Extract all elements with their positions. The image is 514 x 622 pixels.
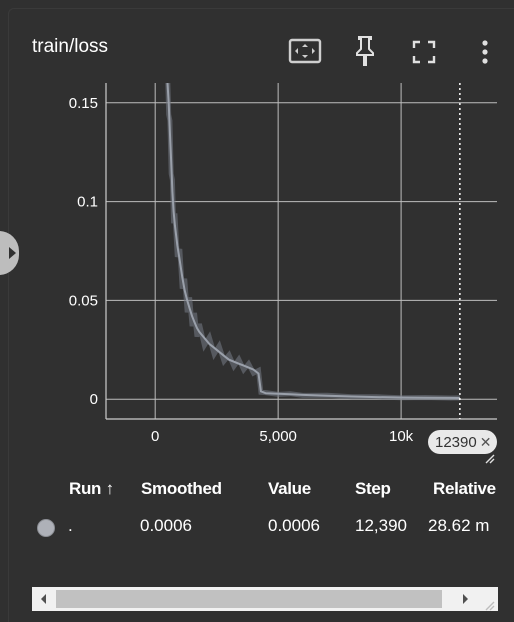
column-header-relative[interactable]: Relative (433, 479, 496, 498)
horizontal-scrollbar[interactable] (32, 587, 498, 611)
scroll-right-icon[interactable] (463, 594, 468, 604)
data-table: Run ↑ Smoothed Value Step Relative . 0.0… (9, 475, 514, 545)
y-tick-label: 0.05 (69, 292, 98, 309)
series-line (166, 83, 460, 399)
pin-button[interactable] (346, 33, 384, 71)
y-tick-label: 0.15 (69, 95, 98, 112)
scalar-card: train/loss 0 0.05 0.1 0.15 0 5,000 10k 12390 ✕ (0, 8, 514, 622)
scroll-left-icon[interactable] (41, 594, 46, 604)
column-header-smoothed[interactable]: Smoothed (141, 479, 222, 498)
pin-icon (356, 36, 374, 66)
column-header-value[interactable]: Value (268, 479, 311, 498)
more-options-button[interactable] (466, 33, 504, 71)
fit-domain-button[interactable] (286, 33, 324, 71)
expand-sidebar-handle[interactable] (0, 231, 19, 275)
more-vert-icon (482, 40, 488, 64)
chart-series (165, 83, 460, 401)
step-chip[interactable]: 12390 ✕ (428, 430, 498, 454)
x-tick-label: 5,000 (259, 428, 297, 445)
step-chip-label: 12390 (435, 434, 477, 451)
column-header-step[interactable]: Step (355, 479, 391, 498)
fit-to-domain-icon (288, 38, 322, 64)
loss-chart[interactable]: 0 0.05 0.1 0.15 0 5,000 10k (9, 9, 514, 469)
y-tick-label: 0 (90, 391, 98, 408)
cell-run: . (68, 516, 73, 535)
cell-value: 0.0006 (268, 516, 320, 535)
x-tick-label: 10k (389, 428, 414, 445)
fullscreen-icon (412, 40, 436, 64)
fullscreen-button[interactable] (405, 33, 443, 71)
chart-axes: 0 0.05 0.1 0.15 0 5,000 10k (69, 83, 497, 445)
table-resize-icon[interactable] (483, 599, 495, 611)
close-icon[interactable]: ✕ (479, 434, 492, 450)
column-header-run[interactable]: Run ↑ (69, 479, 114, 498)
y-tick-label: 0.1 (77, 194, 98, 211)
run-color-swatch (37, 519, 55, 537)
chart-grid (106, 83, 497, 419)
cell-relative: 28.62 m (428, 516, 490, 535)
chart-resize-icon[interactable] (483, 452, 495, 464)
x-tick-label: 0 (151, 428, 159, 445)
series-raw-line (165, 83, 460, 401)
scrollbar-thumb[interactable] (56, 590, 442, 608)
cell-step: 12,390 (355, 516, 407, 535)
cell-smoothed: 0.0006 (140, 516, 192, 535)
card-title: train/loss (32, 36, 109, 57)
